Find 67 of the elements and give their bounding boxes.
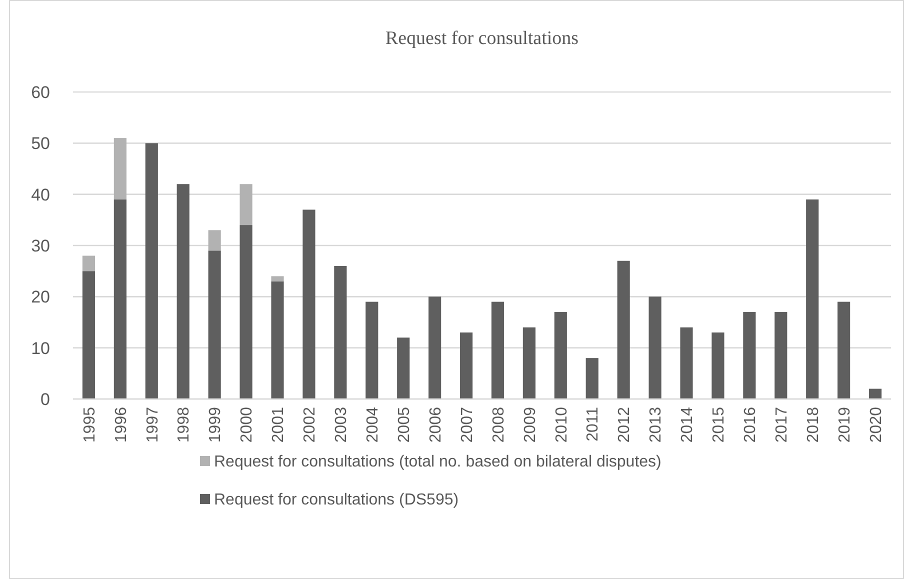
x-tick-label: 2010 [553, 406, 570, 443]
bar [208, 250, 221, 399]
x-tick-label: 2005 [396, 406, 413, 443]
y-tick-label: 40 [31, 185, 50, 204]
bar [366, 302, 378, 399]
x-tick-label: 2004 [364, 406, 382, 443]
y-tick-label: 20 [31, 288, 50, 307]
x-tick-label: 2007 [458, 406, 476, 443]
x-tick-label: 1996 [112, 406, 130, 443]
bar [114, 138, 126, 200]
bar [838, 302, 850, 399]
bar [82, 271, 96, 399]
y-tick-label: 50 [31, 134, 50, 154]
bar [712, 332, 724, 399]
bar [145, 143, 158, 399]
x-tick-label: 2013 [648, 406, 665, 443]
x-tick-label: 2006 [427, 406, 444, 443]
y-tick-label: 30 [31, 236, 50, 256]
bar [428, 296, 442, 399]
bar [806, 199, 819, 399]
bar [271, 281, 284, 399]
x-tick-label: 2017 [773, 406, 790, 443]
y-tick-label: 0 [40, 390, 50, 409]
x-tick-label: 2015 [710, 406, 728, 443]
bar [586, 358, 598, 399]
x-tick-label: 2009 [522, 406, 539, 443]
x-tick-label: 2000 [238, 406, 256, 443]
x-tick-label: 2003 [333, 406, 350, 443]
x-tick-label: 1999 [207, 406, 224, 443]
x-tick-label: 2018 [804, 406, 822, 443]
bar [554, 312, 567, 399]
bar [240, 184, 252, 226]
x-tick-label: 2019 [836, 406, 854, 443]
x-tick-label: 2012 [616, 406, 634, 443]
x-tick-label: 2020 [868, 406, 885, 443]
x-tick-label: 2014 [679, 406, 696, 443]
bar [334, 266, 347, 399]
bar [491, 302, 504, 399]
bar [868, 388, 882, 399]
bar [240, 225, 252, 399]
x-tick-label: 1997 [144, 406, 162, 443]
bar [648, 296, 662, 399]
y-tick-label: 60 [31, 82, 50, 102]
bar [743, 312, 756, 399]
x-tick-label: 2002 [302, 406, 319, 443]
bar [522, 327, 536, 399]
bar [460, 332, 473, 399]
bar [302, 210, 316, 399]
bar [617, 260, 630, 399]
bar [208, 230, 221, 251]
bar [82, 256, 96, 272]
bar [774, 312, 788, 399]
x-tick-label: 1995 [81, 406, 98, 443]
x-tick-label: 2008 [490, 406, 508, 443]
bar [176, 184, 190, 399]
x-tick-label: 2011 [584, 406, 602, 442]
x-tick-label: 2001 [270, 406, 288, 443]
bar [397, 338, 410, 399]
bar [271, 276, 284, 282]
x-tick-label: 1998 [176, 406, 193, 443]
y-tick-label: 10 [31, 338, 50, 358]
chart-title: Request for consultations [385, 28, 579, 49]
x-tick-label: 2016 [742, 406, 760, 443]
legend-label: Request for consultations (DS595) [214, 492, 459, 509]
bar [114, 199, 126, 399]
bar [680, 327, 693, 399]
legend-label: Request for consultations (total no. based on bilateral disputes) [214, 454, 662, 471]
